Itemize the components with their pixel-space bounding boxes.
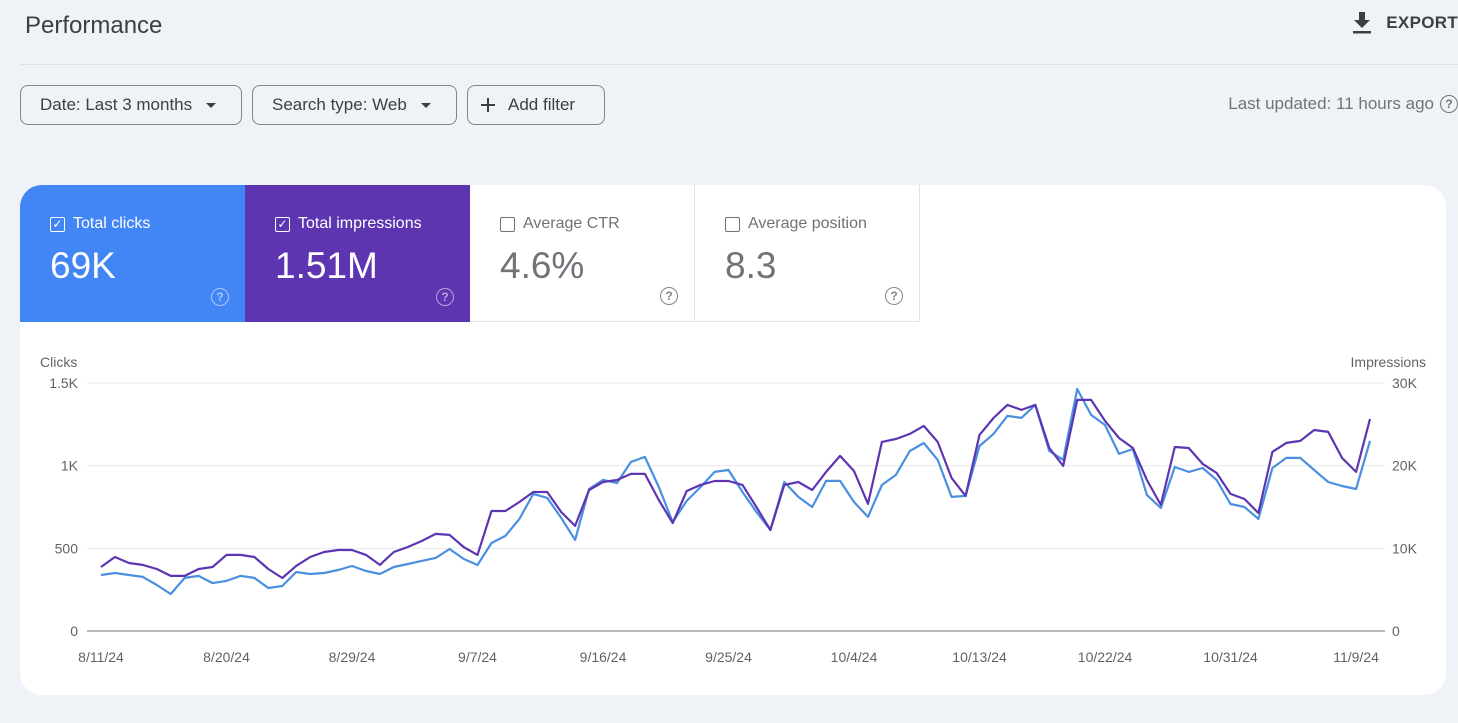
right-tick-label: 0 xyxy=(1392,623,1400,639)
export-button[interactable]: EXPORT xyxy=(1352,12,1458,34)
series-line-clicks xyxy=(100,387,1372,596)
checkbox-checked-icon[interactable]: ✓ xyxy=(275,216,290,232)
metric-value: 1.51M xyxy=(275,245,378,286)
checkbox-unchecked-icon[interactable] xyxy=(725,216,740,232)
x-tick-label: 8/11/24 xyxy=(78,649,124,665)
help-icon[interactable]: ? xyxy=(436,288,454,306)
search-type-label: Search type: Web xyxy=(272,95,407,114)
right-tick-label: 20K xyxy=(1392,458,1418,474)
x-tick-label: 10/31/24 xyxy=(1203,649,1258,665)
metric-label: Average CTR xyxy=(523,215,620,232)
x-tick-label: 10/4/24 xyxy=(831,649,878,665)
right-tick-label: 10K xyxy=(1392,540,1418,556)
help-icon[interactable]: ? xyxy=(211,288,229,306)
x-tick-label: 9/25/24 xyxy=(705,649,752,665)
x-tick-label: 8/29/24 xyxy=(329,649,376,665)
checkbox-checked-icon[interactable]: ✓ xyxy=(50,216,65,232)
metric-label: Total clicks xyxy=(73,215,151,232)
download-icon xyxy=(1353,12,1372,34)
metric-total-clicks[interactable]: ✓ Total clicks 69K ? xyxy=(20,185,245,322)
x-tick-label: 9/16/24 xyxy=(580,649,627,665)
left-tick-label: 1K xyxy=(61,458,79,474)
date-filter-label: Date: Last 3 months xyxy=(40,95,193,114)
add-filter-button[interactable]: Add filter xyxy=(467,85,605,125)
add-filter-label: Add filter xyxy=(508,95,576,114)
x-tick-label: 9/7/24 xyxy=(458,649,497,665)
metric-average-ctr[interactable]: Average CTR 4.6% ? xyxy=(470,185,695,322)
help-icon[interactable]: ? xyxy=(660,287,678,305)
metric-total-impressions[interactable]: ✓ Total impressions 1.51M ? xyxy=(245,185,470,322)
caret-down-icon xyxy=(206,102,217,108)
date-filter-chip[interactable]: Date: Last 3 months xyxy=(20,85,242,125)
left-axis-title: Clicks xyxy=(40,354,77,370)
metric-value: 69K xyxy=(50,245,116,286)
export-label: EXPORT xyxy=(1386,13,1458,32)
right-axis-title: Impressions xyxy=(1351,354,1426,370)
performance-card: ✓ Total clicks 69K ? ✓ Total impressions 1… xyxy=(20,185,1446,695)
metric-label: Total impressions xyxy=(298,215,422,232)
checkbox-unchecked-icon[interactable] xyxy=(500,216,515,232)
x-tick-label: 8/20/24 xyxy=(203,649,250,665)
x-tick-label: 10/22/24 xyxy=(1078,649,1133,665)
last-updated-text: Last updated: 11 hours ago xyxy=(1228,94,1434,113)
left-tick-label: 500 xyxy=(55,540,79,556)
right-tick-label: 30K xyxy=(1392,375,1418,391)
metric-average-position[interactable]: Average position 8.3 ? xyxy=(695,185,920,322)
x-tick-label: 11/9/24 xyxy=(1333,649,1379,665)
metric-value: 4.6% xyxy=(500,245,585,286)
metric-label: Average position xyxy=(748,215,867,232)
search-type-filter-chip[interactable]: Search type: Web xyxy=(252,85,457,125)
help-icon[interactable]: ? xyxy=(885,287,903,305)
page-title: Performance xyxy=(25,12,163,39)
plus-icon xyxy=(481,98,495,112)
divider xyxy=(20,64,1458,65)
left-tick-label: 0 xyxy=(70,623,78,639)
left-tick-label: 1.5K xyxy=(49,375,78,391)
x-tick-label: 10/13/24 xyxy=(952,649,1007,665)
series-line-impressions xyxy=(100,398,1372,580)
caret-down-icon xyxy=(420,102,431,108)
metric-value: 8.3 xyxy=(725,245,777,286)
